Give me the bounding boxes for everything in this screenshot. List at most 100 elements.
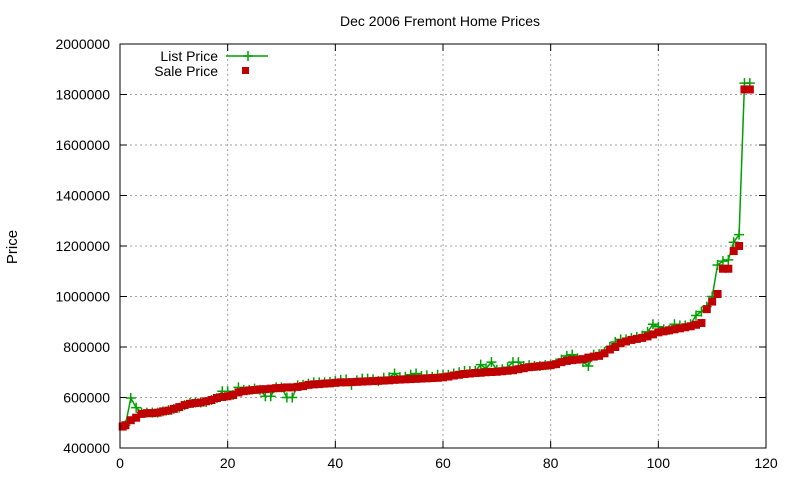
sale-price-point [622, 337, 631, 346]
y-tick-label: 1600000 [55, 137, 110, 153]
x-tick-label: 0 [116, 455, 124, 471]
sale-price-point [315, 380, 324, 389]
sale-price-point [202, 397, 211, 406]
list-price-point [583, 360, 594, 371]
sale-price-point [665, 326, 674, 335]
sale-price-point [562, 356, 571, 365]
legend: List Price Sale Price [154, 48, 268, 79]
sale-price-point [589, 352, 598, 361]
y-axis-label: Price [4, 230, 21, 264]
list-price-point [486, 357, 497, 368]
sale-price-point [508, 366, 517, 375]
sale-price-point [304, 380, 313, 389]
plot-frame [119, 43, 767, 449]
sale-price-point [293, 382, 302, 391]
sale-price-point [627, 335, 636, 344]
sale-price-point [137, 409, 146, 418]
sale-price-point [460, 370, 469, 379]
sale-price-point [417, 374, 426, 383]
list-price-point [691, 310, 702, 321]
sale-price-point [433, 373, 442, 382]
sale-price-point [191, 399, 200, 408]
sale-price-point [573, 355, 582, 364]
sale-price-point [277, 383, 286, 392]
sale-price-point [153, 408, 162, 417]
sale-price-point [401, 375, 410, 384]
chart-title: Dec 2006 Fremont Home Prices [340, 13, 540, 29]
sale-price-point [428, 374, 437, 383]
sale-price-point [557, 358, 566, 367]
list-price-point [125, 393, 136, 404]
sale-price-point [439, 373, 447, 382]
sale-price-point [207, 396, 216, 405]
legend-label-sale-price: Sale Price [154, 63, 218, 79]
sale-price-point [449, 371, 458, 380]
sale-price-point [148, 409, 157, 418]
sale-price-point [282, 383, 291, 392]
sale-price-point [745, 85, 754, 94]
sale-price-point [121, 421, 130, 430]
sale-price-point [412, 374, 421, 383]
legend-marker-sale-price [242, 67, 249, 74]
x-tick-label: 60 [435, 455, 451, 471]
sale-price-point [455, 370, 464, 379]
sale-price-point [266, 384, 275, 393]
sale-price-point [229, 390, 238, 399]
sale-price-point [369, 377, 378, 386]
sale-price-point [395, 375, 404, 384]
sale-price-point [713, 289, 722, 298]
sale-price-point [132, 413, 141, 422]
sale-price-point [568, 356, 577, 365]
x-tick-label: 100 [647, 455, 671, 471]
sale-price-point [444, 372, 453, 381]
legend-label-list-price: List Price [160, 48, 218, 64]
sale-price-point [578, 355, 587, 364]
sale-price-point [584, 353, 593, 362]
sale-price-point [142, 409, 151, 418]
sale-price-point [675, 324, 684, 333]
sale-price-point [643, 332, 652, 341]
sale-price-point [482, 368, 491, 377]
sale-price-point [159, 407, 168, 416]
ticks: 0 20 40 60 80 100 120 400000 600000 800000 1000000… [55, 36, 777, 471]
sale-price-point [552, 360, 561, 369]
sale-price-point [670, 325, 679, 334]
sale-price-point [358, 377, 367, 386]
y-tick-label: 400000 [63, 440, 110, 456]
sale-price-point [239, 387, 248, 396]
list-price-point [734, 229, 745, 240]
y-tick-label: 800000 [63, 339, 110, 355]
grid [120, 44, 766, 448]
sale-price-point [729, 247, 738, 256]
sale-price-point [708, 297, 717, 306]
sale-price-point [175, 403, 184, 412]
sale-price-point [654, 328, 663, 337]
sale-price-point [659, 327, 668, 336]
list-price-point [647, 319, 658, 330]
sale-price-point [541, 361, 550, 370]
sale-price-point [379, 376, 388, 385]
sale-price-point [465, 369, 474, 378]
sale-price-point [180, 401, 189, 410]
sale-price-point [331, 378, 340, 387]
sale-price-point [309, 380, 318, 389]
sale-price-point [740, 85, 749, 94]
sale-price-point [347, 378, 356, 387]
y-tick-label: 1000000 [55, 289, 110, 305]
sale-price-point [336, 378, 345, 387]
sale-price-point [519, 364, 528, 373]
sale-price-point [223, 392, 232, 401]
sale-price-point [169, 404, 178, 413]
sale-price-point [611, 343, 620, 351]
list-price-point [287, 392, 298, 403]
sale-price-point [261, 385, 270, 394]
sale-price-point [514, 365, 523, 374]
sale-price-point [185, 399, 194, 408]
sale-price-point [363, 377, 372, 386]
sale-price-point [272, 384, 281, 393]
sale-price-point [126, 416, 135, 425]
sale-price-point [342, 378, 351, 387]
sale-price-point [352, 377, 361, 386]
y-tick-label: 600000 [63, 390, 110, 406]
